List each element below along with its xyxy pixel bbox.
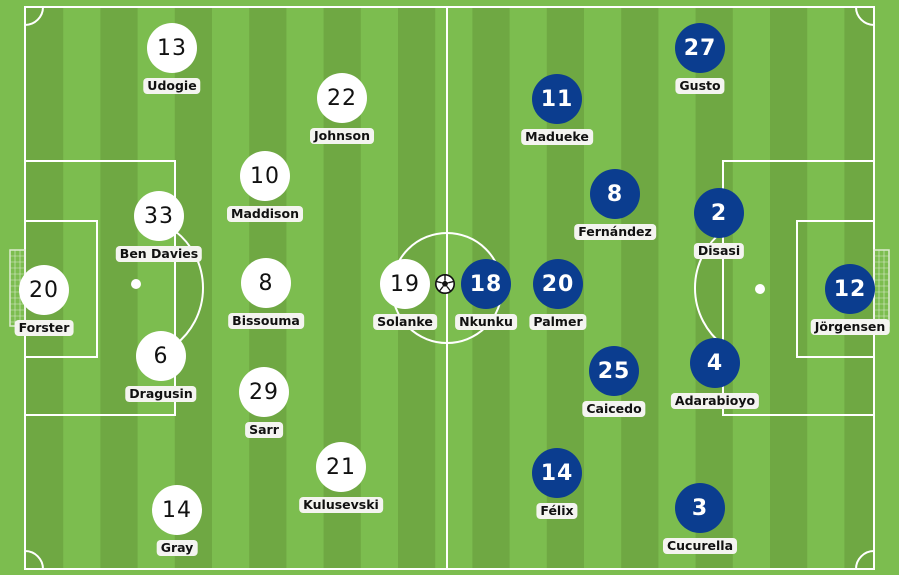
player-name: Félix	[536, 503, 578, 519]
player-name: Dragusin	[125, 386, 197, 402]
player-number: 13	[147, 23, 197, 73]
player-number: 29	[239, 367, 289, 417]
player-name: Nkunku	[455, 314, 517, 330]
player-number: 20	[19, 265, 69, 315]
player-number: 2	[694, 188, 744, 238]
player-number: 21	[316, 442, 366, 492]
player-name: Disasi	[693, 243, 745, 259]
player-name: Madueke	[521, 129, 593, 145]
player-number: 4	[690, 338, 740, 388]
player-number: 3	[675, 483, 725, 533]
penalty-spot-right	[755, 284, 765, 294]
player-number: 12	[825, 264, 875, 314]
pitch-stripe	[100, 8, 138, 569]
player-number: 8	[241, 258, 291, 308]
goal-right	[873, 249, 890, 327]
player-name: Gusto	[675, 78, 725, 94]
soccer-ball-icon	[435, 274, 455, 294]
player-number: 19	[380, 259, 430, 309]
player-name: Palmer	[529, 314, 587, 330]
player-number: 27	[675, 23, 725, 73]
pitch-stripe	[770, 8, 808, 569]
player-name: Maddison	[227, 206, 303, 222]
player-name: Jörgensen	[810, 319, 890, 335]
player-name: Fernández	[574, 224, 656, 240]
player-number: 6	[136, 331, 186, 381]
penalty-spot-left	[131, 279, 141, 289]
pitch-stripe	[174, 8, 212, 569]
pitch-stripe	[621, 8, 659, 569]
player-name: Forster	[14, 320, 74, 336]
player-number: 11	[532, 74, 582, 124]
player-number: 20	[533, 259, 583, 309]
player-name: Gray	[156, 540, 198, 556]
player-number: 18	[461, 259, 511, 309]
player-number: 8	[590, 169, 640, 219]
player-name: Caicedo	[582, 401, 646, 417]
player-name: Solanke	[373, 314, 437, 330]
player-number: 25	[589, 346, 639, 396]
player-name: Ben Davies	[115, 246, 203, 262]
player-number: 14	[152, 485, 202, 535]
player-name: Cucurella	[662, 538, 738, 554]
player-number: 14	[532, 448, 582, 498]
player-name: Kulusevski	[299, 497, 383, 513]
player-number: 22	[317, 73, 367, 123]
player-number: 33	[134, 191, 184, 241]
player-name: Sarr	[245, 422, 283, 438]
pitch-stripe	[695, 8, 733, 569]
player-name: Adarabioyo	[670, 393, 760, 409]
player-name: Bissouma	[228, 313, 304, 329]
player-number: 10	[240, 151, 290, 201]
player-name: Udogie	[143, 78, 201, 94]
player-name: Johnson	[310, 128, 374, 144]
